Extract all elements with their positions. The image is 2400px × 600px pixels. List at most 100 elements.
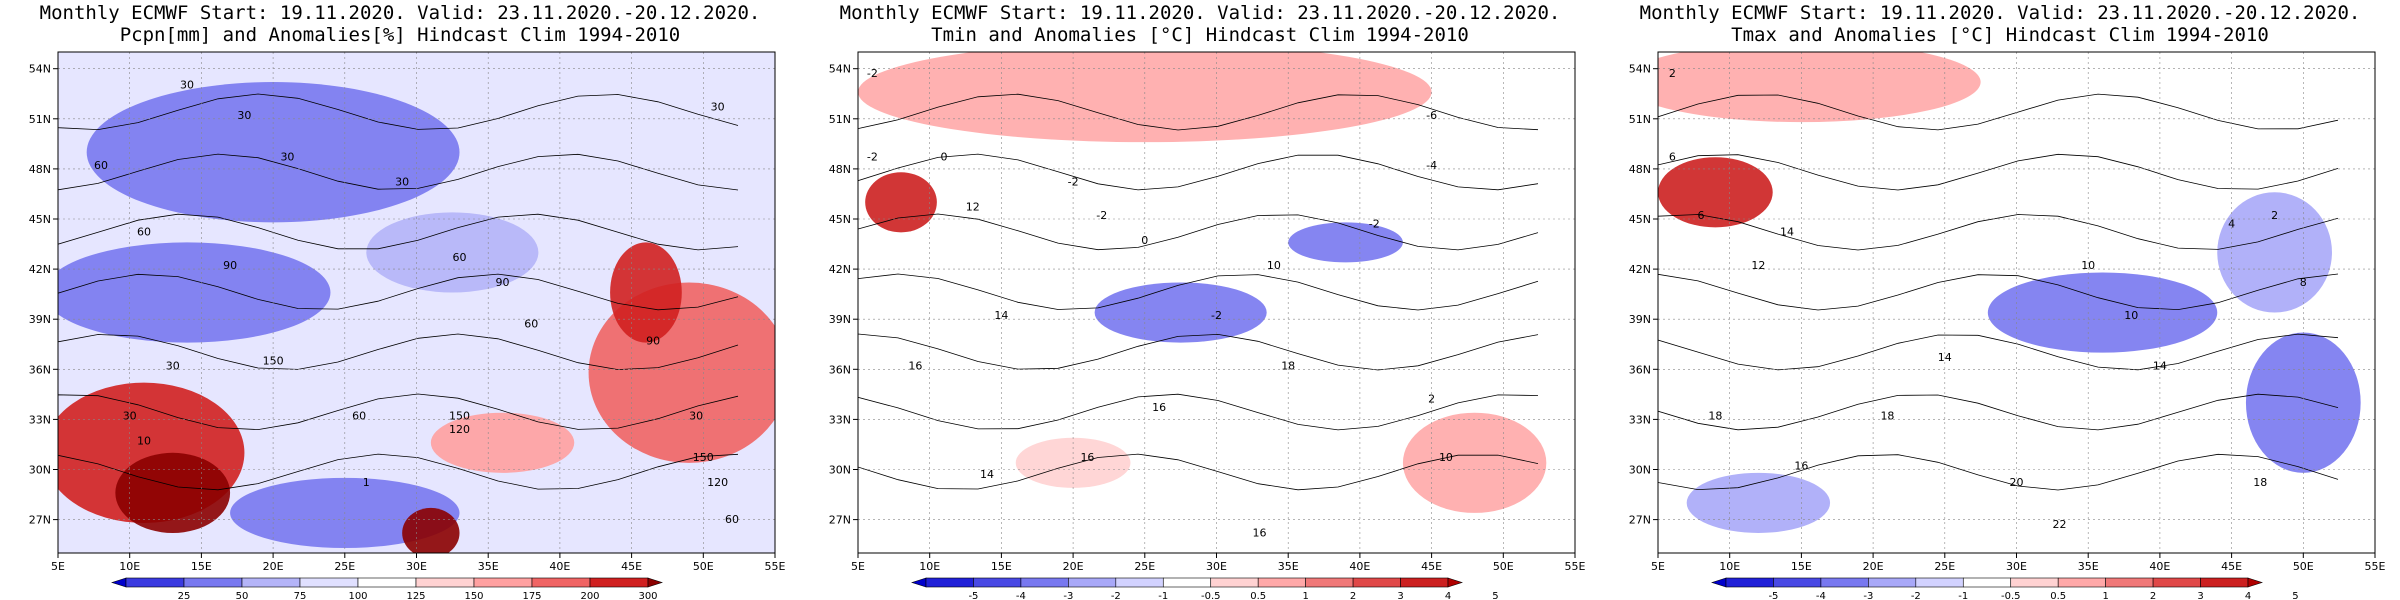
colorbar-swatch	[111, 577, 127, 588]
x-tick-label: 15E	[991, 560, 1012, 573]
x-tick-label: 20E	[263, 560, 284, 573]
colorbar-label: 150	[464, 591, 483, 600]
contour-label: 14	[994, 309, 1008, 322]
contour-label: 18	[1880, 409, 1894, 422]
contour-line	[58, 333, 739, 371]
x-tick-label: 35E	[2078, 560, 2099, 573]
contour-label: 90	[496, 276, 510, 289]
contour-label: 14	[1780, 226, 1794, 239]
colorbar-swatch	[925, 577, 974, 588]
x-tick-label: 30E	[406, 560, 427, 573]
y-tick-label: 33N	[1629, 413, 1651, 426]
contour-label: 10	[2081, 259, 2095, 272]
x-tick-label: 5E	[51, 560, 65, 573]
y-tick-label: 48N	[29, 163, 51, 176]
colorbar-swatch	[2152, 577, 2201, 588]
chart-title: Monthly ECMWF Start: 19.11.2020. Valid: …	[839, 2, 1561, 24]
colorbar-swatch	[1773, 577, 1822, 588]
colorbar-swatch	[1305, 577, 1354, 588]
contour-label: 2	[2271, 209, 2278, 222]
x-tick-label: 55E	[765, 560, 786, 573]
colorbar-swatch	[2057, 577, 2106, 588]
anomaly-area	[430, 412, 575, 473]
colorbar-label: 2	[2150, 591, 2156, 600]
contour-label: 18	[1708, 409, 1722, 422]
contour-line	[858, 93, 1539, 131]
contour-label: 0	[1141, 234, 1148, 247]
contour-label: 16	[1253, 526, 1267, 539]
x-tick-label: 40E	[549, 560, 570, 573]
colorbar-swatch	[473, 577, 533, 588]
y-tick-label: 54N	[29, 63, 51, 76]
colorbar-label: 100	[348, 591, 367, 600]
contour-line	[58, 273, 739, 311]
colorbar-label: 0.5	[2050, 591, 2066, 600]
colorbar-label: -0.5	[2001, 591, 2021, 600]
colorbar-label: -0.5	[1201, 591, 1221, 600]
contour-line	[858, 153, 1539, 191]
y-tick-label: 48N	[829, 163, 851, 176]
y-tick-label: 33N	[829, 413, 851, 426]
y-tick-label: 51N	[829, 113, 851, 126]
y-tick-label: 39N	[29, 313, 51, 326]
x-tick-label: 50E	[693, 560, 714, 573]
contour-label: 22	[2053, 518, 2067, 531]
y-tick-label: 27N	[29, 514, 51, 527]
colorbar-swatch	[1725, 577, 1774, 588]
colorbar-swatch	[1020, 577, 1069, 588]
contour-label: 30	[180, 79, 194, 92]
chart-title: Monthly ECMWF Start: 19.11.2020. Valid: …	[39, 2, 761, 24]
colorbar-swatch	[2200, 577, 2249, 588]
contour-label: 14	[2153, 359, 2167, 372]
colorbar-label: 175	[522, 591, 541, 600]
colorbar-swatch	[2247, 577, 2263, 588]
x-tick-label: 40E	[1349, 560, 1370, 573]
x-tick-label: 5E	[1651, 560, 1665, 573]
y-tick-label: 51N	[1629, 113, 1651, 126]
contour-label: 14	[1938, 351, 1952, 364]
contour-line	[858, 393, 1539, 431]
colorbar-swatch	[2105, 577, 2154, 588]
colorbar-swatch	[415, 577, 475, 588]
contour-label: 60	[524, 318, 538, 331]
contour-label: 10	[1267, 259, 1281, 272]
x-tick-label: 35E	[478, 560, 499, 573]
contour-label: -4	[1426, 159, 1437, 172]
colorbar-label: -1	[1158, 591, 1168, 600]
colorbar-label: 2	[1350, 591, 1356, 600]
contour-label: 60	[94, 159, 108, 172]
contour-label: 2	[1428, 393, 1435, 406]
contour-label: 12	[966, 201, 980, 214]
contour-label: 120	[707, 476, 728, 489]
y-tick-label: 54N	[1629, 63, 1651, 76]
y-tick-label: 30N	[29, 464, 51, 477]
colorbar-label: 75	[294, 591, 307, 600]
colorbar-swatch	[2010, 577, 2059, 588]
colorbar-label: 5	[1492, 591, 1498, 600]
contour-label: 4	[2228, 217, 2235, 230]
contour-line	[1658, 93, 2339, 131]
x-tick-label: 50E	[2293, 560, 2314, 573]
x-tick-label: 10E	[119, 560, 140, 573]
colorbar-swatch	[1962, 577, 2012, 588]
colorbar-swatch	[1915, 577, 1964, 588]
x-tick-label: 15E	[1791, 560, 1812, 573]
colorbar-swatch	[1711, 577, 1727, 588]
contour-label: 120	[449, 423, 470, 436]
chart-subtitle: Pcpn[mm] and Anomalies[%] Hindcast Clim …	[119, 24, 681, 46]
y-tick-label: 45N	[29, 213, 51, 226]
y-tick-label: 54N	[829, 63, 851, 76]
colorbar-label: 4	[2245, 591, 2251, 600]
anomaly-area	[58, 242, 331, 343]
colorbar-label: 1	[2102, 591, 2108, 600]
contour-label: 16	[1080, 451, 1094, 464]
contour-label: 14	[980, 468, 994, 481]
colorbar-label: 200	[580, 591, 599, 600]
colorbar-swatch	[911, 577, 927, 588]
colorbar-label: -2	[1111, 591, 1121, 600]
panel-tmin: Monthly ECMWF Start: 19.11.2020. Valid: …	[800, 0, 1600, 600]
contour-label: -2	[1369, 217, 1380, 230]
colorbar-label: 50	[236, 591, 249, 600]
contour-line	[858, 453, 1539, 491]
